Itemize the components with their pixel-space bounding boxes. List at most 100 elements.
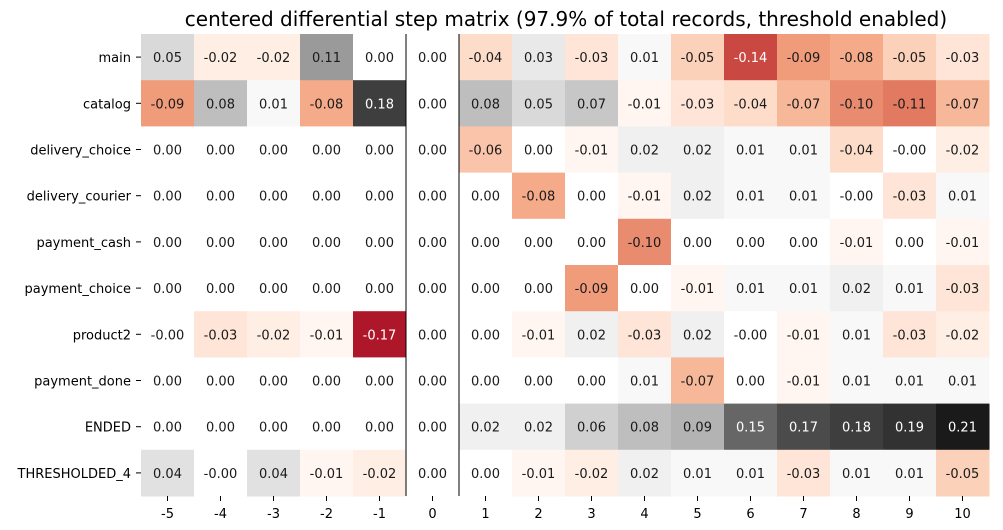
cell-value-label: 0.03 [524,51,553,66]
cell-value-label: -0.00 [734,328,768,343]
heatmap-cell [671,218,725,266]
cell-value-label: -0.04 [840,144,874,159]
column-label: 7 [799,507,807,522]
column-label: 6 [746,507,754,522]
separator-lines [405,34,460,496]
cell-value-label: -0.01 [310,467,344,482]
cell-value-label: -0.00 [840,190,874,205]
heatmap-cell [194,126,248,174]
heatmap-cell [883,218,937,266]
cell-value-label: 0.00 [365,282,394,297]
heatmap-cell [247,449,301,497]
cell-value-label: 0.00 [259,421,288,436]
cell-value-label: 0.00 [683,236,712,251]
heatmap-cell [300,311,354,358]
heatmap-cell [830,34,884,81]
cell-value-label: -0.00 [893,144,927,159]
heatmap-cell [300,403,354,451]
column-label: 5 [693,507,701,522]
heatmap-cell [565,449,619,497]
cell-value-label: -0.01 [787,375,821,390]
heatmap-cell [777,311,831,358]
heatmap-cell [618,172,672,220]
heatmap-cell [777,265,831,312]
cell-value-label: 0.00 [418,51,447,66]
cell-value-label: -0.01 [787,328,821,343]
cell-value-label: 0.01 [842,375,871,390]
cell-value-label: -0.08 [310,97,344,112]
cell-value-label: -0.01 [840,236,874,251]
heatmap-cell [194,311,248,358]
cell-value-label: 0.01 [948,375,977,390]
heatmap-cell [565,357,619,405]
column-label: 8 [852,507,860,522]
cell-value-label: -0.01 [310,328,344,343]
cell-value-label: 0.01 [789,190,818,205]
cell-value-label: 0.00 [524,375,553,390]
cell-value-label: 0.00 [418,375,447,390]
heatmap-cell [406,172,460,220]
heatmap-cell [883,265,937,312]
heatmap-cell [300,357,354,405]
heatmap-cell [512,34,566,81]
cell-value-label: 0.01 [683,467,712,482]
heatmap-cell [671,265,725,312]
heatmap-cell [724,449,778,497]
heatmap-cell [618,449,672,497]
cell-value-label: -0.03 [893,190,927,205]
cell-value-label: 0.01 [842,328,871,343]
cell-value-label: -0.04 [469,51,503,66]
row-label: delivery_courier [27,190,132,205]
cell-value-label: -0.01 [681,282,715,297]
heatmap-cell [141,126,195,174]
column-label: -1 [373,507,386,522]
cell-value-label: 0.00 [418,190,447,205]
cell-value-label: 0.09 [683,421,712,436]
heatmap-cell [194,403,248,451]
cell-value-label: -0.03 [787,467,821,482]
heatmap-cell [247,357,301,405]
cell-value-label: 0.00 [259,190,288,205]
heatmap-cell [406,449,460,497]
row-label: main [99,51,131,66]
column-label: 10 [954,507,971,522]
cell-value-label: 0.00 [418,282,447,297]
heatmap-cell [830,311,884,358]
cell-value-label: -0.09 [575,282,609,297]
heatmap-cell [300,172,354,220]
cell-value-label: -0.09 [151,97,185,112]
heatmap-cell [194,218,248,266]
chart-title: centered differential step matrix (97.9%… [185,7,947,31]
heatmap-cell [883,311,937,358]
cell-value-label: 0.00 [365,421,394,436]
cell-value-label: -0.04 [734,97,768,112]
cell-value-label: 0.02 [683,328,712,343]
heatmap-cell [512,449,566,497]
heatmap-cell [141,357,195,405]
heatmap-cell [194,172,248,220]
column-label: -4 [214,507,227,522]
cell-value-label: 0.01 [895,467,924,482]
heatmap-cell [459,311,513,358]
cell-value-label: 0.00 [206,282,235,297]
cell-value-label: 0.00 [153,375,182,390]
heatmap-cell [565,80,619,127]
heatmap-cell [353,403,407,451]
row-label: payment_done [34,375,131,390]
cell-value-label: 0.00 [365,51,394,66]
heatmap-cell [406,80,460,127]
heatmap-cell [141,218,195,266]
cell-value-label: 0.02 [630,467,659,482]
cell-value-label: 0.00 [206,236,235,251]
cell-value-label: 0.00 [736,375,765,390]
cell-value-label: 0.00 [259,236,288,251]
cell-value-label: 0.01 [895,282,924,297]
cell-value-label: 0.00 [206,144,235,159]
heatmap-cell [353,126,407,174]
heatmap-cell [141,265,195,312]
cell-value-label: 0.15 [736,421,765,436]
cell-value-label: 0.01 [736,282,765,297]
cell-value-label: 0.01 [895,375,924,390]
heatmap-cell [936,449,990,497]
